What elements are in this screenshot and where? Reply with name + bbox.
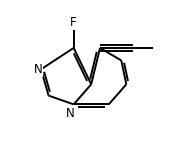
Text: N: N: [34, 63, 42, 76]
Text: N: N: [66, 107, 74, 120]
Text: F: F: [70, 16, 77, 29]
